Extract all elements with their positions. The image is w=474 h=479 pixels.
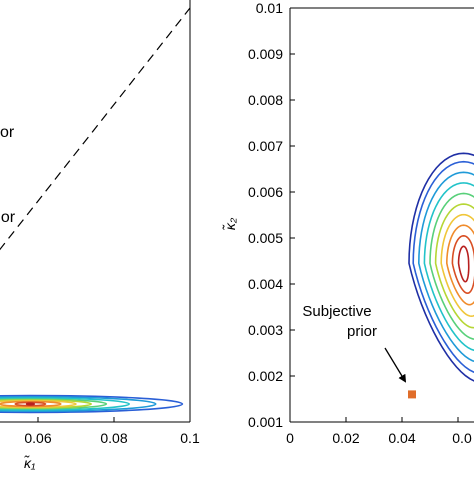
left-partial-annotation-2: rior xyxy=(0,209,16,226)
left-contour-ring xyxy=(0,400,62,408)
right-y-tick-label: 0.005 xyxy=(248,230,283,246)
left-panel: .040.060.080.1 or rior κ̃₁ xyxy=(0,0,200,471)
right-contour-group xyxy=(408,152,474,382)
subjective-prior-marker xyxy=(408,390,416,399)
right-x-tick-label: 0 xyxy=(286,430,294,446)
right-contour-ring xyxy=(412,160,474,374)
right-x-tick-label: 0.02 xyxy=(332,430,359,446)
right-y-tick-label: 0.002 xyxy=(248,368,283,384)
right-contour-ring xyxy=(434,203,474,329)
right-y-tick-label: 0.007 xyxy=(248,138,283,154)
right-y-tick-label: 0.003 xyxy=(248,322,283,338)
right-y-ticks: 0.001 0.002 0.003 0.004 0.005 0.006 0.007 0.008… xyxy=(248,0,295,430)
right-contour-ring xyxy=(440,213,474,318)
right-contour-ring xyxy=(417,171,474,363)
right-contour-ring xyxy=(457,245,470,283)
subjective-prior-annotation-line1: Subjective xyxy=(302,303,371,320)
left-x-ticks: .040.060.080.1 xyxy=(24,417,200,446)
right-y-tick-label: 0.009 xyxy=(248,46,283,62)
left-contour-ring xyxy=(25,402,36,406)
right-x-tick-label: 0.0 xyxy=(452,430,472,446)
left-contour-ring xyxy=(0,398,108,410)
right-contour-ring xyxy=(445,224,474,306)
right-contour-ring xyxy=(423,182,474,352)
subjective-prior-arrow xyxy=(384,347,407,383)
right-y-tick-label: 0.006 xyxy=(248,184,283,200)
subjective-prior-annotation-line2: prior xyxy=(347,323,377,340)
right-y-axis-label: κ̃₂ xyxy=(222,217,238,230)
right-x-ticks: 0 0.02 0.04 0.0 xyxy=(286,417,472,446)
left-contour-ring xyxy=(0,396,157,412)
right-contour-ring xyxy=(429,192,474,340)
right-y-tick-label: 0.004 xyxy=(248,276,283,292)
left-contour-ring xyxy=(0,397,130,411)
right-contour-ring xyxy=(451,234,474,295)
left-x-tick-label: 0.1 xyxy=(180,430,200,446)
right-contour-ring xyxy=(408,152,474,382)
left-contour-group xyxy=(0,394,184,414)
left-x-tick-label: 0.08 xyxy=(100,430,127,446)
left-contour-ring xyxy=(0,400,77,408)
left-partial-annotation: or xyxy=(0,124,15,141)
left-contour-ring xyxy=(0,394,184,414)
left-dashed-line xyxy=(0,7,191,251)
left-x-axis-label: κ̃₁ xyxy=(24,455,36,471)
left-contour-ring xyxy=(14,401,47,407)
right-panel: 0.001 0.002 0.003 0.004 0.005 0.006 0.007 0.008… xyxy=(222,0,474,446)
right-x-tick-label: 0.04 xyxy=(388,430,415,446)
right-y-tick-label: 0.008 xyxy=(248,92,283,108)
right-y-tick-label: 0.01 xyxy=(256,0,283,16)
left-x-tick-label: 0.06 xyxy=(24,430,51,446)
right-y-tick-label: 0.001 xyxy=(248,414,283,430)
